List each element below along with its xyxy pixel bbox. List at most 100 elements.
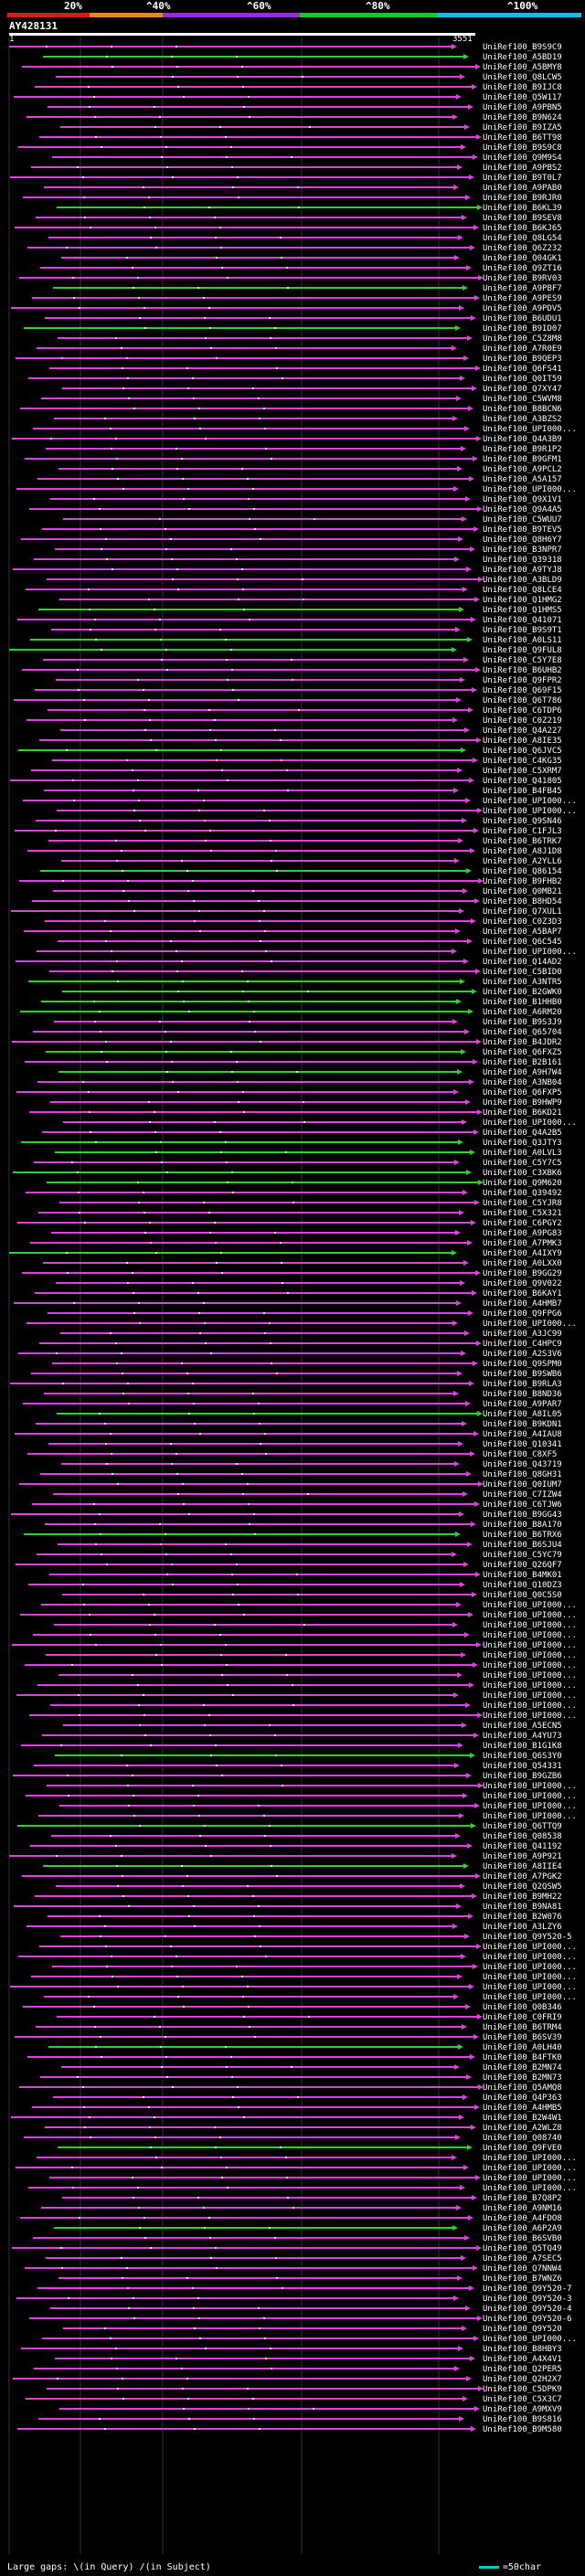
hit-row[interactable]: UniRef100_Q9Y520-6 <box>29 2315 572 2324</box>
hit-row[interactable]: UniRef100_B9KDN1 <box>36 1420 562 1429</box>
hit-row[interactable]: UniRef100_C5Z8M8 <box>58 334 562 344</box>
hit-row[interactable]: UniRef100_A2WLZ8 <box>45 2124 562 2133</box>
hit-row[interactable]: UniRef100_Q3JTY3 <box>21 1139 562 1148</box>
hit-label[interactable]: UniRef100_Q08538 <box>483 1832 562 1841</box>
hit-label[interactable]: UniRef100_UPI000... <box>483 2335 577 2344</box>
hit-row[interactable]: UniRef100_B2B161 <box>25 1058 562 1067</box>
hit-label[interactable]: UniRef100_Q08740 <box>483 2134 562 2143</box>
hit-row[interactable]: UniRef100_Q39318 <box>34 556 562 565</box>
hit-label[interactable]: UniRef100_Q9ZT16 <box>483 264 562 273</box>
hit-label[interactable]: UniRef100_UPI000... <box>483 1661 577 1670</box>
hit-row[interactable]: UniRef100_B9QEP3 <box>16 355 562 364</box>
hit-label[interactable]: UniRef100_C6TJW6 <box>483 1500 562 1510</box>
hit-row[interactable]: UniRef100_UPI000... <box>16 2164 577 2173</box>
hit-label[interactable]: UniRef100_Q9Y520-4 <box>483 2305 572 2314</box>
hit-row[interactable]: UniRef100_UPI000... <box>63 1118 577 1128</box>
hit-label[interactable]: UniRef100_C5Y7C5 <box>483 1159 562 1168</box>
hit-row[interactable]: UniRef100_Q9M9S4 <box>52 154 562 163</box>
hit-row[interactable]: UniRef100_B8ND36 <box>44 1390 562 1399</box>
hit-row[interactable]: UniRef100_A2S3V6 <box>18 1350 562 1359</box>
hit-row[interactable]: UniRef100_A4IAU8 <box>15 1430 562 1439</box>
hit-row[interactable]: UniRef100_UPI000... <box>52 1963 577 1972</box>
hit-row[interactable]: UniRef100_A4X4V1 <box>55 2355 562 2364</box>
hit-label[interactable]: UniRef100_B9GZB6 <box>483 1772 562 1781</box>
hit-label[interactable]: UniRef100_UPI000... <box>483 2174 577 2183</box>
hit-label[interactable]: UniRef100_Q6FS41 <box>483 365 562 374</box>
hit-label[interactable]: UniRef100_B9S9C8 <box>483 143 562 153</box>
hit-label[interactable]: UniRef100_A9MXV9 <box>483 2405 562 2414</box>
hit-label[interactable]: UniRef100_Q39318 <box>483 556 562 565</box>
hit-label[interactable]: UniRef100_Q1HMS5 <box>483 606 562 615</box>
hit-row[interactable]: UniRef100_B1HHB0 <box>41 998 562 1007</box>
hit-row[interactable]: UniRef100_Q6S3Y0 <box>55 1752 562 1761</box>
hit-label[interactable]: UniRef100_Q0IUM7 <box>483 1480 562 1489</box>
hit-row[interactable]: UniRef100_Q54331 <box>34 1762 562 1771</box>
hit-label[interactable]: UniRef100_C5X321 <box>483 1209 562 1218</box>
hit-row[interactable]: UniRef100_UPI000... <box>59 1802 577 1811</box>
hit-label[interactable]: UniRef100_UPI000... <box>483 1802 577 1811</box>
hit-row[interactable]: UniRef100_A5A157 <box>37 475 562 484</box>
hit-label[interactable]: UniRef100_C5Z8M8 <box>483 334 562 344</box>
hit-label[interactable]: UniRef100_B6TRK7 <box>483 837 562 846</box>
hit-row[interactable]: UniRef100_Q9A4A5 <box>29 505 562 514</box>
hit-row[interactable]: UniRef100_B9S9C9 <box>9 43 562 52</box>
hit-label[interactable]: UniRef100_Q0MB21 <box>483 887 562 896</box>
hit-label[interactable]: UniRef100_Q10341 <box>483 1440 562 1449</box>
hit-row[interactable]: UniRef100_B6KAY1 <box>35 1289 562 1299</box>
hit-label[interactable]: UniRef100_Q9SN46 <box>483 817 562 826</box>
hit-label[interactable]: UniRef100_A4YU73 <box>483 1732 562 1741</box>
hit-row[interactable]: UniRef100_UPI000... <box>38 1812 577 1821</box>
hit-row[interactable]: UniRef100_A8IIE4 <box>43 1862 562 1871</box>
hit-row[interactable]: UniRef100_A9PBS2 <box>31 164 562 173</box>
hit-label[interactable]: UniRef100_Q9M620 <box>483 1179 562 1188</box>
hit-label[interactable]: UniRef100_Q86154 <box>483 867 562 876</box>
hit-label[interactable]: UniRef100_UPI000... <box>483 1681 577 1691</box>
hit-label[interactable]: UniRef100_B9ID07 <box>483 324 562 334</box>
hit-label[interactable]: UniRef100_B8A170 <box>483 1521 562 1530</box>
hit-label[interactable]: UniRef100_A2S3V6 <box>483 1350 562 1359</box>
hit-label[interactable]: UniRef100_C8XF5 <box>483 1450 557 1459</box>
hit-row[interactable]: UniRef100_B4MK01 <box>49 1571 562 1580</box>
hit-row[interactable]: UniRef100_Q9FVE0 <box>58 2144 562 2153</box>
hit-label[interactable]: UniRef100_UPI000... <box>483 1812 577 1821</box>
hit-label[interactable]: UniRef100_C3XBK6 <box>483 1169 562 1178</box>
hit-row[interactable]: UniRef100_UPI000... <box>37 2154 577 2163</box>
hit-label[interactable]: UniRef100_B9GG43 <box>483 1511 562 1520</box>
hit-row[interactable]: UniRef100_B4FB45 <box>44 787 562 796</box>
hit-row[interactable]: UniRef100_A9P921 <box>9 1852 562 1861</box>
hit-row[interactable]: UniRef100_Q6C545 <box>58 938 562 947</box>
hit-row[interactable]: UniRef100_C5YC79 <box>37 1551 562 1560</box>
hit-label[interactable]: UniRef100_Q0B346 <box>483 2003 562 2012</box>
hit-label[interactable]: UniRef100_C0FRI9 <box>483 2013 562 2022</box>
hit-row[interactable]: UniRef100_B8BCN6 <box>20 405 562 414</box>
hit-label[interactable]: UniRef100_Q9Y520-6 <box>483 2315 572 2324</box>
hit-row[interactable]: UniRef100_C4KG35 <box>52 757 562 766</box>
hit-row[interactable]: UniRef100_B9SEV8 <box>36 214 562 223</box>
hit-label[interactable]: UniRef100_Q54331 <box>483 1762 562 1771</box>
hit-row[interactable]: UniRef100_UPI000... <box>26 1792 577 1801</box>
hit-row[interactable]: UniRef100_Q14AD2 <box>16 958 562 967</box>
hit-label[interactable]: UniRef100_UPI000... <box>483 948 577 957</box>
hit-label[interactable]: UniRef100_Q41192 <box>483 1842 562 1851</box>
hit-label[interactable]: UniRef100_Q69F15 <box>483 686 562 695</box>
hit-label[interactable]: UniRef100_UPI000... <box>483 1611 577 1620</box>
hit-row[interactable]: UniRef100_Q6TTQ9 <box>17 1822 562 1831</box>
hit-row[interactable]: UniRef100_B4JDR2 <box>12 1038 562 1047</box>
hit-row[interactable]: UniRef100_B2MN73 <box>40 2073 562 2083</box>
hit-label[interactable]: UniRef100_A9PAB0 <box>483 184 562 193</box>
hit-row[interactable]: UniRef100_A0LVL3 <box>55 1149 562 1158</box>
hit-row[interactable]: UniRef100_Q43719 <box>61 1460 562 1469</box>
hit-label[interactable]: UniRef100_Q2H2X7 <box>483 2375 562 2384</box>
hit-row[interactable]: UniRef100_B9S3J9 <box>54 1018 562 1027</box>
hit-label[interactable]: UniRef100_UPI000... <box>483 807 577 816</box>
hit-row[interactable]: UniRef100_B9IZA5 <box>60 123 562 133</box>
hit-label[interactable]: UniRef100_B6TRM4 <box>483 2023 562 2032</box>
hit-row[interactable]: UniRef100_Q9X1V1 <box>50 495 562 504</box>
hit-label[interactable]: UniRef100_Q9FVE0 <box>483 2144 562 2153</box>
hit-row[interactable]: UniRef100_Q6FS41 <box>49 365 562 374</box>
hit-row[interactable]: UniRef100_C0FRI9 <box>57 2013 562 2022</box>
hit-row[interactable]: UniRef100_Q9Y520-4 <box>50 2305 572 2314</box>
hit-row[interactable]: UniRef100_UPI000... <box>20 1611 577 1620</box>
hit-row[interactable]: UniRef100_C5Y7C5 <box>34 1159 562 1168</box>
hit-row[interactable]: UniRef100_B9R1P2 <box>46 445 562 454</box>
